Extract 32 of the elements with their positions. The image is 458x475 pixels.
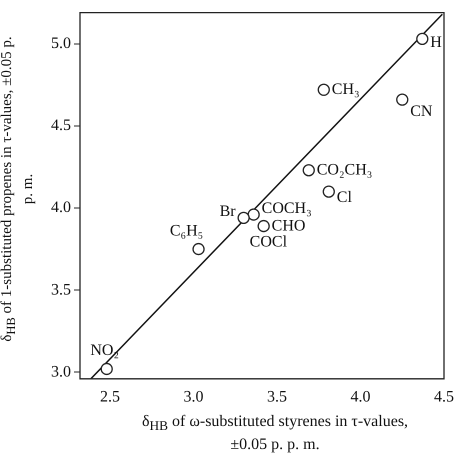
y-tick-label: 3.0 <box>51 363 71 380</box>
annotation: CN <box>410 102 433 120</box>
y-tick-label: 4.0 <box>51 199 71 216</box>
point <box>237 212 250 224</box>
point <box>322 185 335 198</box>
x-tick-label: 3.5 <box>267 388 288 406</box>
x-tick-label: 4.0 <box>350 388 371 406</box>
x-tick-label: 3.0 <box>184 388 204 406</box>
point <box>100 362 113 376</box>
x-tick-label: 4.5 <box>434 388 454 406</box>
y-tick-label: 5.0 <box>51 35 71 52</box>
point <box>192 242 205 256</box>
x-tick-label: 2.5 <box>100 388 120 406</box>
annotation: COCl <box>250 233 288 250</box>
annotation: CHO <box>272 217 306 234</box>
point <box>258 220 270 232</box>
y-tick-label: 4.5 <box>51 117 71 134</box>
annotation: C₆H₅ <box>170 222 204 240</box>
y-tick-label: 3.5 <box>51 281 71 298</box>
point <box>318 84 330 96</box>
annotation: Br <box>220 203 236 220</box>
point <box>396 93 408 106</box>
annotation: CH₃ <box>332 80 360 98</box>
x-axis-title: δ$_{HB}$ of ω-substituted styrenes in τ-values, ±0.05 p. p. m. <box>140 412 410 454</box>
point <box>302 164 315 176</box>
annotation: NO₂ <box>90 342 120 360</box>
annotation: COCH₃ <box>262 200 312 217</box>
point <box>248 208 260 221</box>
annotation: CO₂CH₃ <box>316 161 372 178</box>
point <box>416 32 428 46</box>
annotation: Cl <box>336 188 352 206</box>
annotation: H <box>430 34 442 52</box>
